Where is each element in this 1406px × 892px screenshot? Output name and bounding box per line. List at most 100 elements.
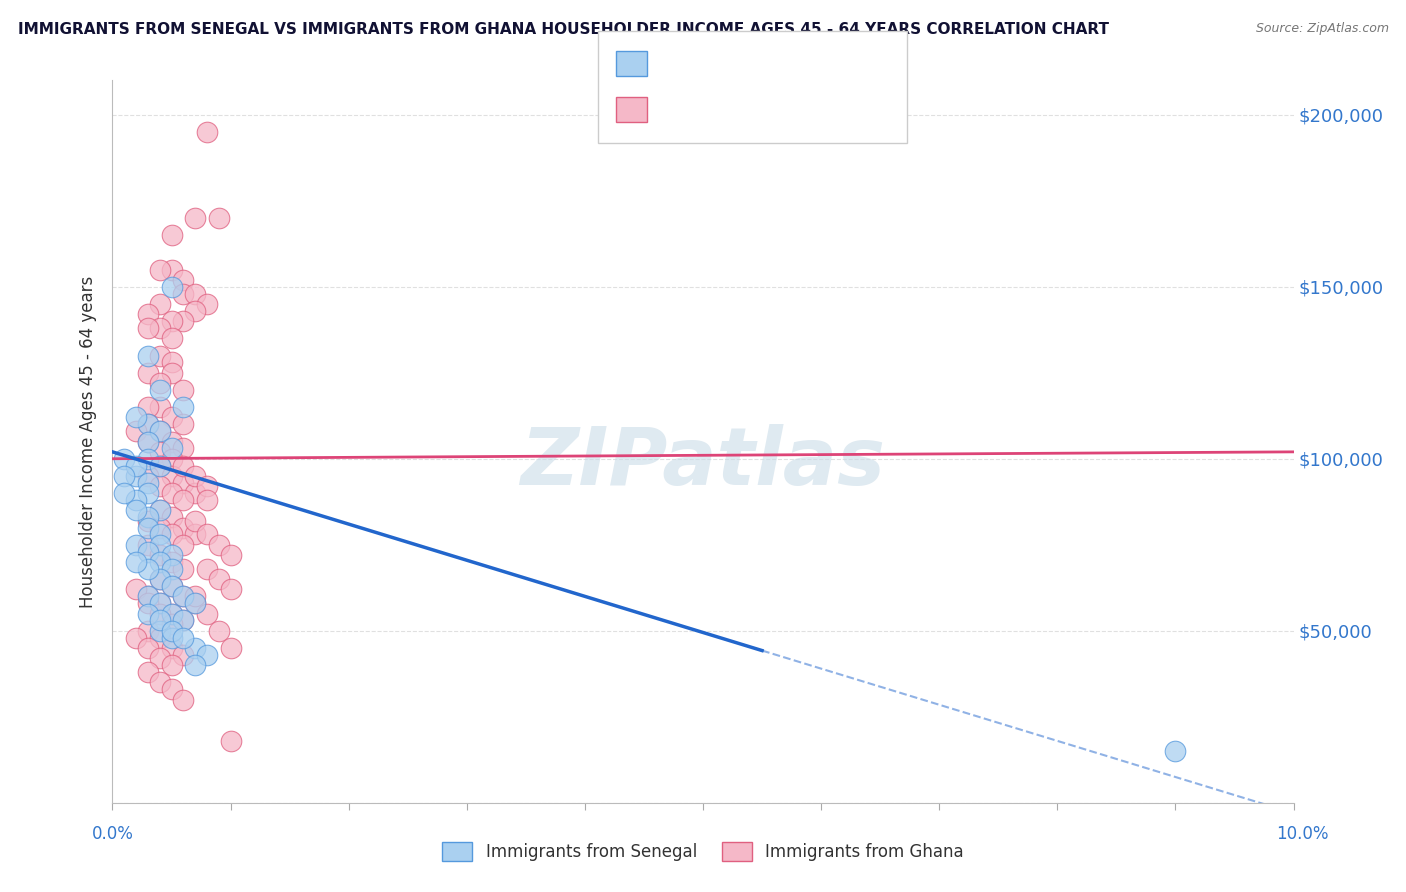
Point	[160, 607, 183, 621]
Point	[149, 538, 172, 552]
Point	[184, 658, 207, 673]
Point	[149, 548, 172, 562]
Point	[136, 640, 159, 655]
Point	[172, 631, 194, 645]
Point	[160, 442, 183, 456]
Point	[149, 376, 172, 390]
Point	[149, 424, 172, 438]
Point	[219, 582, 242, 597]
Point	[160, 410, 183, 425]
Point	[125, 493, 148, 508]
Text: IMMIGRANTS FROM SENEGAL VS IMMIGRANTS FROM GHANA HOUSEHOLDER INCOME AGES 45 - 64: IMMIGRANTS FROM SENEGAL VS IMMIGRANTS FR…	[18, 22, 1109, 37]
Point	[112, 469, 135, 483]
Point	[160, 607, 183, 621]
Point	[136, 510, 159, 524]
Text: R =  0.013  N = 96: R = 0.013 N = 96	[652, 101, 810, 119]
Point	[149, 555, 172, 569]
Point	[149, 631, 172, 645]
Point	[136, 434, 159, 449]
Point	[149, 607, 172, 621]
Point	[136, 624, 159, 638]
Point	[149, 527, 172, 541]
Point	[184, 527, 207, 541]
Point	[149, 520, 172, 534]
Point	[195, 562, 218, 576]
Point	[149, 675, 172, 690]
Point	[149, 424, 172, 438]
Point	[149, 624, 172, 638]
Point	[125, 410, 148, 425]
Point	[149, 458, 172, 473]
Point	[172, 562, 194, 576]
Point	[172, 458, 194, 473]
Point	[184, 514, 207, 528]
Point	[136, 417, 159, 432]
Point	[136, 590, 159, 604]
Point	[160, 355, 183, 369]
Point	[160, 562, 183, 576]
Point	[149, 445, 172, 459]
Point	[149, 458, 172, 473]
Text: ZIPatlas: ZIPatlas	[520, 425, 886, 502]
Point	[136, 321, 159, 335]
Point	[160, 486, 183, 500]
Point	[136, 665, 159, 679]
Point	[184, 211, 207, 225]
Point	[136, 562, 159, 576]
Point	[125, 631, 148, 645]
Point	[136, 434, 159, 449]
Point	[136, 607, 159, 621]
Point	[1164, 744, 1187, 758]
Point	[208, 624, 231, 638]
Point	[172, 417, 194, 432]
Legend: Immigrants from Senegal, Immigrants from Ghana: Immigrants from Senegal, Immigrants from…	[436, 835, 970, 868]
Point	[172, 590, 194, 604]
Point	[195, 125, 218, 139]
Point	[149, 321, 172, 335]
Point	[160, 682, 183, 697]
Point	[184, 286, 207, 301]
Point	[172, 314, 194, 328]
Text: 10.0%: 10.0%	[1277, 825, 1329, 843]
Point	[160, 228, 183, 243]
Point	[136, 475, 159, 490]
Point	[160, 279, 183, 293]
Point	[219, 734, 242, 748]
Point	[136, 349, 159, 363]
Point	[149, 503, 172, 517]
Point	[149, 572, 172, 586]
Point	[149, 262, 172, 277]
Point	[160, 366, 183, 380]
Point	[195, 493, 218, 508]
Point	[149, 596, 172, 610]
Point	[184, 469, 207, 483]
Text: R = -0.437  N = 50: R = -0.437 N = 50	[652, 54, 810, 72]
Point	[149, 614, 172, 628]
Point	[149, 383, 172, 397]
Point	[160, 469, 183, 483]
Point	[184, 596, 207, 610]
Point	[149, 572, 172, 586]
Point	[136, 469, 159, 483]
Point	[160, 555, 183, 569]
Point	[160, 624, 183, 638]
Point	[125, 538, 148, 552]
Point	[160, 262, 183, 277]
Point	[160, 451, 183, 466]
Point	[136, 596, 159, 610]
Point	[136, 520, 159, 534]
Point	[172, 493, 194, 508]
Point	[172, 475, 194, 490]
Point	[160, 579, 183, 593]
Point	[195, 527, 218, 541]
Point	[136, 400, 159, 414]
Point	[149, 297, 172, 311]
Y-axis label: Householder Income Ages 45 - 64 years: Householder Income Ages 45 - 64 years	[79, 276, 97, 607]
Point	[136, 590, 159, 604]
Point	[125, 503, 148, 517]
Text: 0.0%: 0.0%	[91, 825, 134, 843]
Point	[125, 424, 148, 438]
Point	[208, 572, 231, 586]
Point	[149, 479, 172, 493]
Point	[160, 331, 183, 345]
